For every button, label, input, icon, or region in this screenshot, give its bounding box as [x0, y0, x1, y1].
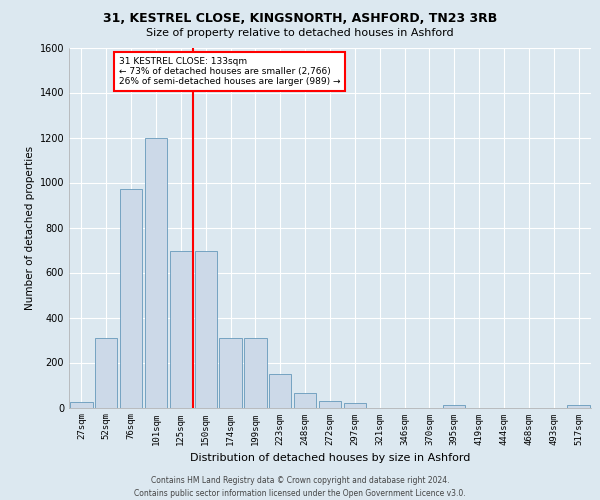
Bar [170, 251, 192, 408]
Text: 31, KESTREL CLOSE, KINGSNORTH, ASHFORD, TN23 3RB: 31, KESTREL CLOSE, KINGSNORTH, ASHFORD, … [103, 12, 497, 26]
Bar [443, 405, 466, 407]
Bar [145, 138, 167, 407]
Bar [344, 403, 366, 407]
Text: Contains HM Land Registry data © Crown copyright and database right 2024.
Contai: Contains HM Land Registry data © Crown c… [134, 476, 466, 498]
Bar [568, 405, 590, 407]
Bar [194, 251, 217, 408]
Bar [269, 374, 292, 408]
Y-axis label: Number of detached properties: Number of detached properties [25, 146, 35, 310]
X-axis label: Distribution of detached houses by size in Ashford: Distribution of detached houses by size … [190, 453, 470, 463]
Text: Size of property relative to detached houses in Ashford: Size of property relative to detached ho… [146, 28, 454, 38]
Bar [70, 402, 92, 407]
Bar [120, 189, 142, 408]
Bar [294, 393, 316, 407]
Bar [95, 338, 118, 407]
Bar [220, 338, 242, 407]
Bar [319, 401, 341, 407]
Bar [244, 338, 266, 407]
Text: 31 KESTREL CLOSE: 133sqm
← 73% of detached houses are smaller (2,766)
26% of sem: 31 KESTREL CLOSE: 133sqm ← 73% of detach… [119, 56, 340, 86]
